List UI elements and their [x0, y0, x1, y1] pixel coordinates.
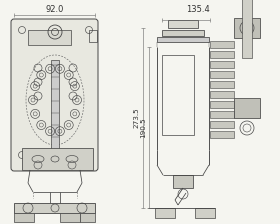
Bar: [80, 213, 95, 222]
Bar: [162, 30, 204, 36]
Bar: [51, 60, 59, 155]
Bar: [210, 41, 234, 48]
Text: 92.0: 92.0: [46, 5, 64, 14]
Bar: [210, 101, 234, 108]
Bar: [210, 91, 234, 98]
Bar: [155, 208, 175, 218]
Bar: [22, 148, 93, 170]
Bar: [157, 37, 209, 42]
Bar: [242, 0, 252, 58]
Bar: [210, 51, 234, 58]
Bar: [210, 121, 234, 128]
Bar: [234, 98, 260, 118]
Bar: [162, 55, 194, 135]
Text: 273.5: 273.5: [133, 108, 139, 128]
Bar: [14, 213, 34, 222]
Text: 135.4: 135.4: [186, 5, 210, 14]
Bar: [210, 71, 234, 78]
Text: 190.5: 190.5: [140, 118, 146, 138]
Bar: [60, 213, 80, 222]
Bar: [234, 18, 260, 38]
Bar: [195, 208, 215, 218]
Bar: [173, 175, 193, 188]
Bar: [210, 131, 234, 138]
Bar: [168, 20, 198, 28]
Bar: [28, 30, 71, 45]
Bar: [14, 203, 95, 213]
Bar: [210, 81, 234, 88]
Bar: [89, 30, 97, 42]
FancyBboxPatch shape: [11, 19, 98, 171]
Bar: [210, 111, 234, 118]
Bar: [210, 61, 234, 68]
